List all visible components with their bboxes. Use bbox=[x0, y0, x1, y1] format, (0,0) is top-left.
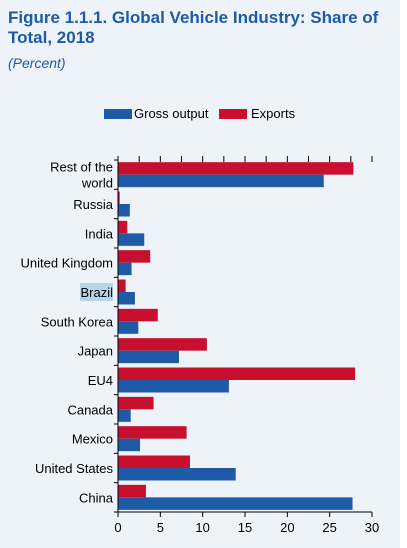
legend-label-gross-output: Gross output bbox=[134, 106, 209, 121]
category-label-south-korea: South Korea bbox=[41, 314, 114, 329]
bar-gross-output-united-states bbox=[118, 468, 236, 481]
category-label-mexico: Mexico bbox=[72, 432, 113, 447]
bar-exports-india bbox=[118, 220, 128, 234]
bar-exports-mexico bbox=[118, 426, 187, 439]
x-tick-label: 10 bbox=[195, 520, 209, 535]
bar-gross-output-russia bbox=[118, 204, 130, 217]
bar-gross-output-mexico bbox=[118, 438, 141, 452]
x-tick-label: 15 bbox=[238, 520, 252, 535]
bar-exports-china bbox=[118, 484, 146, 498]
x-tick-label: 30 bbox=[365, 520, 379, 535]
x-tick-label: 0 bbox=[114, 520, 121, 535]
category-label-brazil: Brazil bbox=[80, 285, 113, 300]
bar-gross-output-china bbox=[118, 497, 353, 510]
bar-gross-output-rest-of-the-world bbox=[118, 174, 324, 188]
bar-gross-output-japan bbox=[118, 350, 179, 364]
figure-title: Figure 1.1.1. Global Vehicle Industry: S… bbox=[8, 8, 379, 47]
bar-exports-japan bbox=[118, 338, 207, 351]
legend-swatch-exports bbox=[219, 109, 247, 119]
category-highlight bbox=[80, 283, 113, 301]
category-label-china: China bbox=[79, 490, 114, 505]
bar-exports-south-korea bbox=[118, 308, 158, 322]
x-tick-label: 25 bbox=[322, 520, 336, 535]
bar-exports-canada bbox=[118, 396, 154, 410]
bar-exports-russia bbox=[118, 191, 120, 204]
bar-gross-output-canada bbox=[118, 409, 131, 422]
x-tick-label: 20 bbox=[280, 520, 294, 535]
category-label-japan: Japan bbox=[78, 344, 113, 359]
category-label-russia: Russia bbox=[73, 197, 114, 212]
bar-gross-output-brazil bbox=[118, 292, 135, 305]
bar-gross-output-india bbox=[118, 233, 145, 246]
bar-exports-rest-of-the-world bbox=[118, 162, 354, 175]
legend-swatch-gross-output bbox=[104, 109, 132, 119]
category-label-canada: Canada bbox=[67, 402, 113, 417]
bar-gross-output-south-korea bbox=[118, 321, 139, 334]
bar-exports-eu4 bbox=[118, 367, 356, 380]
bar-exports-united-kingdom bbox=[118, 250, 151, 263]
category-label-rest-of-the-world-line-2: world bbox=[81, 176, 113, 191]
bar-gross-output-united-kingdom bbox=[118, 262, 132, 276]
legend-label-exports: Exports bbox=[251, 106, 296, 121]
category-label-rest-of-the-world-line-1: Rest of the bbox=[50, 160, 113, 175]
figure-subtitle: (Percent) bbox=[8, 55, 66, 71]
bar-gross-output-eu4 bbox=[118, 380, 229, 393]
x-tick-label: 5 bbox=[157, 520, 164, 535]
category-label-united-kingdom: United Kingdom bbox=[21, 256, 114, 271]
bar-exports-united-states bbox=[118, 455, 190, 468]
category-label-india: India bbox=[85, 226, 114, 241]
category-label-eu4: EU4 bbox=[88, 373, 113, 388]
bar-exports-brazil bbox=[118, 279, 126, 292]
category-label-united-states: United States bbox=[35, 461, 114, 476]
